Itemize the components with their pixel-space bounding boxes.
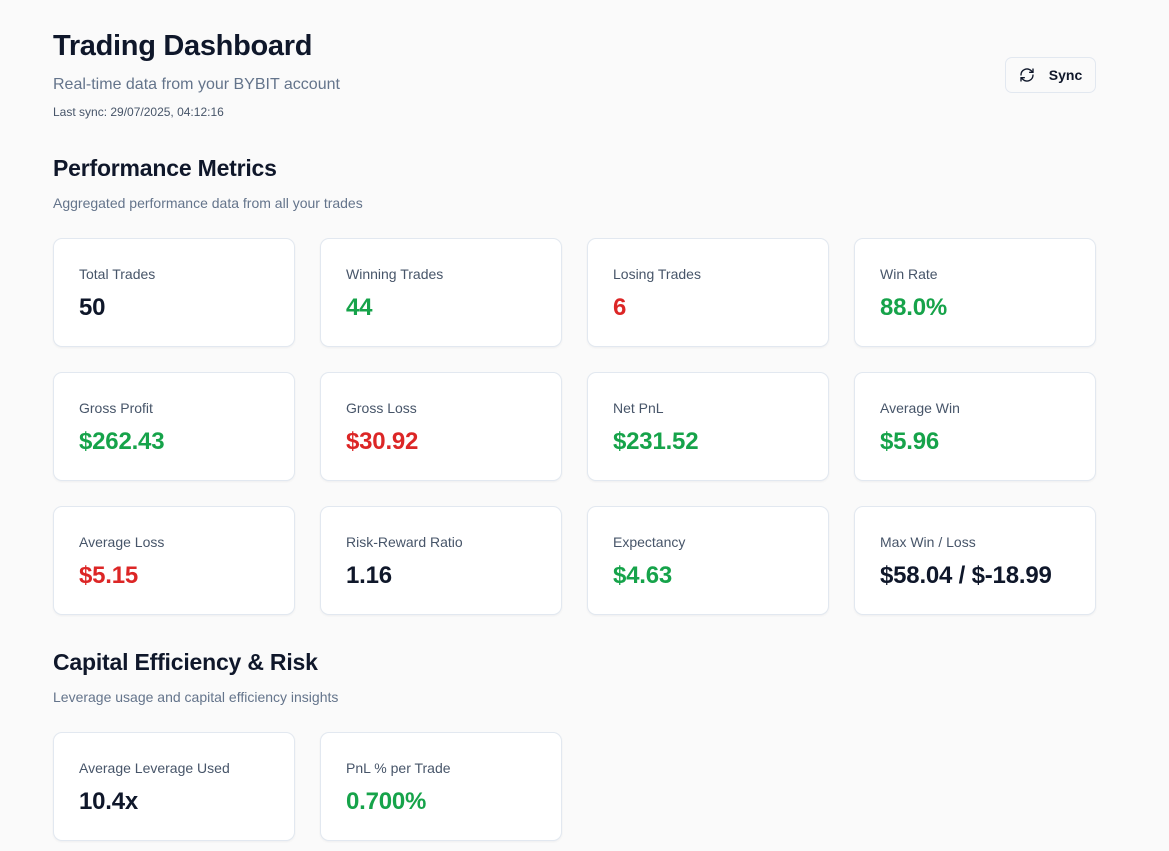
metric-value: $262.43 — [79, 428, 165, 455]
metric-label: Average Win — [880, 400, 960, 416]
metric-value: $5.15 — [79, 562, 139, 589]
metric-label: Losing Trades — [613, 266, 701, 282]
metric-label: Total Trades — [79, 266, 156, 282]
metric-value: 0.700% — [346, 788, 427, 815]
metric-card-gross-loss: Gross Loss $30.92 — [320, 372, 562, 481]
metric-card-win-rate: Win Rate 88.0% — [854, 238, 1096, 347]
capital-section-description: Leverage usage and capital efficiency in… — [53, 689, 339, 705]
metric-value: 88.0% — [880, 294, 948, 321]
metric-card-winning-trades: Winning Trades 44 — [320, 238, 562, 347]
sync-button[interactable]: Sync — [1005, 57, 1096, 93]
metric-label: Max Win / Loss — [880, 534, 976, 550]
metric-card-max-win-loss: Max Win / Loss $58.04 / $-18.99 — [854, 506, 1096, 615]
metric-label: PnL % per Trade — [346, 760, 451, 776]
page-subtitle: Real-time data from your BYBIT account — [53, 76, 340, 93]
metric-card-average-win: Average Win $5.96 — [854, 372, 1096, 481]
metric-value: $58.04 / $-18.99 — [880, 562, 1052, 589]
metric-value: 6 — [613, 294, 627, 321]
metric-value: 50 — [79, 294, 106, 321]
metric-value: $5.96 — [880, 428, 940, 455]
metric-value: $231.52 — [613, 428, 699, 455]
metric-card-losing-trades: Losing Trades 6 — [587, 238, 829, 347]
metric-card-expectancy: Expectancy $4.63 — [587, 506, 829, 615]
metric-card-risk-reward-ratio: Risk-Reward Ratio 1.16 — [320, 506, 562, 615]
metric-label: Average Loss — [79, 534, 165, 550]
last-sync-timestamp: Last sync: 29/07/2025, 04:12:16 — [53, 105, 224, 119]
refresh-icon — [1019, 67, 1035, 83]
metric-value: 1.16 — [346, 562, 392, 589]
metric-card-average-loss: Average Loss $5.15 — [53, 506, 295, 615]
metric-card-total-trades: Total Trades 50 — [53, 238, 295, 347]
metric-card-pnl-per-trade: PnL % per Trade 0.700% — [320, 732, 562, 841]
metric-label: Net PnL — [613, 400, 664, 416]
metric-card-gross-profit: Gross Profit $262.43 — [53, 372, 295, 481]
metric-value: 44 — [346, 294, 373, 321]
metric-value: 10.4x — [79, 788, 139, 815]
metric-value: $30.92 — [346, 428, 419, 455]
metric-card-net-pnl: Net PnL $231.52 — [587, 372, 829, 481]
metric-label: Winning Trades — [346, 266, 444, 282]
performance-section-description: Aggregated performance data from all you… — [53, 195, 363, 211]
metric-label: Average Leverage Used — [79, 760, 230, 776]
metric-value: $4.63 — [613, 562, 673, 589]
metric-label: Expectancy — [613, 534, 686, 550]
metric-label: Risk-Reward Ratio — [346, 534, 463, 550]
performance-section-title: Performance Metrics — [53, 155, 277, 181]
metric-label: Gross Loss — [346, 400, 417, 416]
metric-label: Gross Profit — [79, 400, 153, 416]
page-title: Trading Dashboard — [53, 30, 313, 62]
capital-section-title: Capital Efficiency & Risk — [53, 649, 318, 675]
sync-button-label: Sync — [1048, 67, 1083, 83]
metric-label: Win Rate — [880, 266, 938, 282]
metric-card-average-leverage: Average Leverage Used 10.4x — [53, 732, 295, 841]
